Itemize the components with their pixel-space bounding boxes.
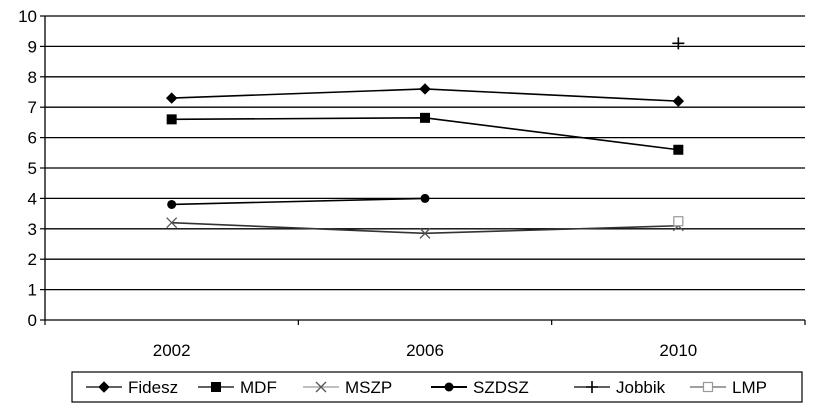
x-axis: 2002 2006 2010 bbox=[44, 319, 806, 360]
legend-marker-szdsz bbox=[444, 382, 454, 392]
series-mszp bbox=[166, 217, 684, 239]
legend-label-fidesz: Fidesz bbox=[128, 378, 178, 397]
x-tick-label: 2010 bbox=[659, 341, 697, 360]
data-point-lmp bbox=[673, 216, 684, 227]
data-point-szdsz bbox=[167, 199, 177, 209]
data-point-mszp bbox=[419, 227, 431, 239]
series-mdf bbox=[166, 112, 684, 155]
y-tick-label: 0 bbox=[28, 311, 37, 330]
series-fidesz bbox=[165, 83, 685, 107]
series-line-szdsz bbox=[171, 197, 426, 206]
y-tick-label: 1 bbox=[28, 281, 37, 300]
y-axis: 0 1 2 3 4 5 6 7 8 9 10 bbox=[18, 7, 46, 330]
legend-label-mszp: MSZP bbox=[345, 378, 392, 397]
data-point-mdf bbox=[673, 144, 684, 155]
y-tick-label: 7 bbox=[28, 98, 37, 117]
legend-marker-mszp bbox=[315, 381, 327, 393]
legend-item-fidesz: Fidesz bbox=[86, 378, 178, 397]
series-line-mszp bbox=[171, 221, 679, 235]
series-szdsz bbox=[167, 193, 430, 209]
series-jobbik bbox=[672, 37, 685, 50]
x-tick-label: 2006 bbox=[406, 341, 444, 360]
legend-label-lmp: LMP bbox=[732, 378, 767, 397]
y-tick-label: 2 bbox=[28, 250, 37, 269]
legend-label-szdsz: SZDSZ bbox=[473, 378, 529, 397]
gridlines bbox=[45, 15, 805, 291]
legend-item-jobbik: Jobbik bbox=[574, 378, 666, 397]
y-tick-label: 8 bbox=[28, 68, 37, 87]
data-point-mdf bbox=[420, 112, 430, 123]
legend-label-jobbik: Jobbik bbox=[616, 378, 666, 397]
legend-label-mdf: MDF bbox=[240, 378, 277, 397]
data-point-mdf bbox=[166, 114, 177, 125]
legend-marker-jobbik bbox=[586, 381, 598, 393]
legend: Fidesz MDF MSZP SZDSZ Jobbik LMP bbox=[71, 371, 803, 403]
data-point-jobbik bbox=[672, 37, 685, 50]
series-group bbox=[165, 37, 685, 239]
y-tick-label: 3 bbox=[28, 220, 37, 239]
y-tick-label: 4 bbox=[28, 189, 37, 208]
y-tick-label: 5 bbox=[28, 159, 37, 178]
y-tick-label: 9 bbox=[28, 37, 37, 56]
legend-marker-mdf bbox=[211, 382, 221, 392]
data-point-szdsz bbox=[420, 193, 430, 203]
legend-marker-fidesz bbox=[98, 381, 110, 393]
data-point-fidesz bbox=[165, 92, 178, 104]
legend-item-mdf: MDF bbox=[198, 378, 277, 397]
y-tick-label: 10 bbox=[18, 7, 37, 26]
x-tick-label: 2002 bbox=[153, 341, 191, 360]
legend-item-szdsz: SZDSZ bbox=[431, 378, 529, 397]
series-lmp bbox=[673, 216, 684, 227]
data-point-fidesz bbox=[672, 95, 685, 107]
legend-item-lmp: LMP bbox=[690, 378, 767, 397]
y-tick-label: 6 bbox=[28, 129, 37, 148]
legend-marker-lmp bbox=[702, 381, 714, 393]
legend-item-mszp: MSZP bbox=[303, 378, 392, 397]
data-point-fidesz bbox=[419, 83, 431, 95]
data-point-mszp bbox=[166, 217, 178, 229]
